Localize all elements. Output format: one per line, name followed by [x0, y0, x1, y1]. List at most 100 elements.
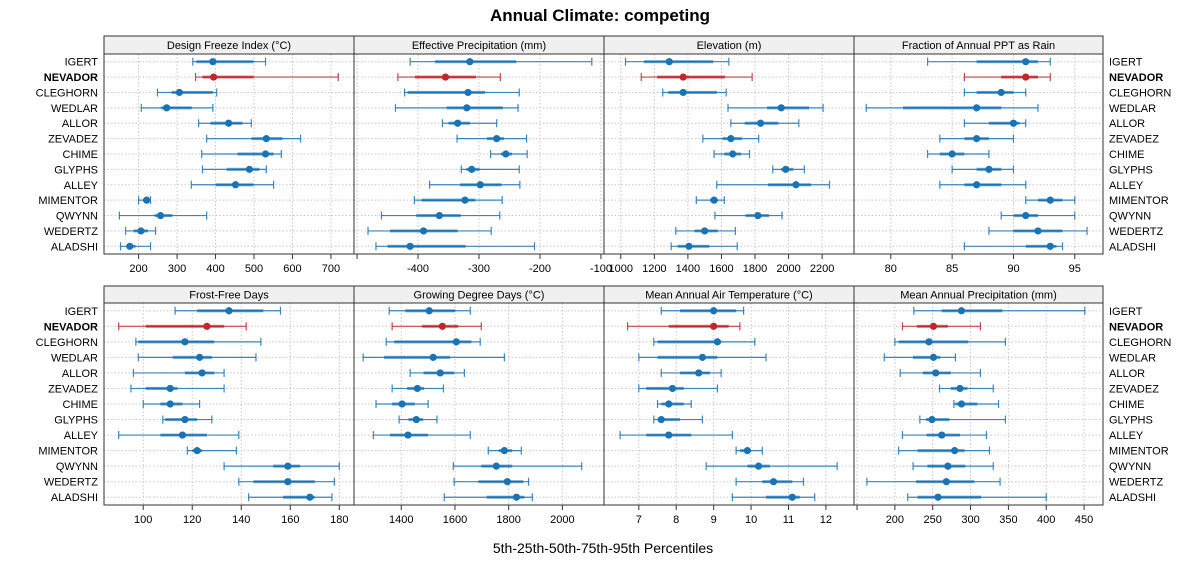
- median-point: [985, 165, 993, 173]
- site-marks-nevador: [626, 322, 741, 331]
- panel-frost-free-days: Frost-Free Days 100 120 140 160 180: [103, 285, 355, 526]
- site-marks-aladshi: [731, 493, 816, 502]
- median-point: [413, 384, 421, 393]
- site-marks-aladshi: [248, 493, 333, 502]
- median-point: [756, 119, 765, 127]
- site-marks-cleghorn: [894, 337, 1006, 346]
- site-marks-wedlar: [883, 353, 957, 362]
- median-point: [951, 447, 959, 455]
- site-marks-igert: [174, 306, 282, 315]
- median-point: [695, 369, 703, 377]
- site-label-left: GLYPHS: [54, 164, 98, 176]
- median-point: [262, 135, 270, 143]
- panel-growing-degree-days-c: Growing Degree Days (°C) 1400 1600 1800 2000: [353, 285, 605, 526]
- site-marks-glyphs: [201, 165, 267, 174]
- site-marks-mimentor: [138, 196, 152, 205]
- x-tick-label: 160: [281, 514, 299, 526]
- median-point: [419, 227, 428, 235]
- median-point: [701, 227, 709, 235]
- median-point: [925, 338, 933, 346]
- site-marks-igert: [388, 306, 471, 315]
- median-point: [137, 227, 145, 235]
- median-point: [710, 307, 718, 315]
- median-point: [665, 400, 673, 408]
- site-marks-cleghorn: [963, 88, 1027, 97]
- site-marks-allor: [441, 119, 498, 128]
- site-label-right: ALLEY: [1109, 180, 1144, 192]
- site-marks-chime: [656, 400, 692, 408]
- site-label-right: QWYNN: [1109, 461, 1151, 473]
- x-tick-label: 2200: [810, 263, 834, 275]
- site-marks-wedlar: [727, 103, 824, 112]
- median-point: [463, 104, 471, 112]
- site-marks-zevadez: [206, 134, 302, 143]
- site-label-right: ALLEY: [1109, 430, 1144, 442]
- median-point: [503, 478, 511, 486]
- median-point: [948, 150, 956, 158]
- site-marks-aladshi: [963, 242, 1064, 251]
- site-label-left: ALADSHI: [51, 241, 98, 253]
- site-marks-wedertz: [238, 477, 335, 486]
- site-label-left: MIMENTOR: [38, 446, 98, 458]
- site-label-right: WEDERTZ: [1109, 226, 1163, 238]
- site-marks-glyphs: [772, 165, 805, 174]
- x-tick-label: 10: [745, 514, 757, 526]
- site-label-right: GLYPHS: [1109, 415, 1153, 427]
- site-marks-igert: [409, 57, 593, 66]
- site-marks-alley: [716, 180, 831, 189]
- x-tick-label: 250: [924, 514, 942, 526]
- median-point: [225, 307, 233, 315]
- plot-area: [104, 303, 354, 505]
- x-tick-label: 1400: [389, 514, 413, 526]
- site-marks-wedertz: [453, 477, 530, 486]
- site-marks-wedlar: [394, 103, 519, 112]
- site-label-left: IGERT: [65, 306, 99, 318]
- median-point: [942, 478, 950, 486]
- site-marks-qwynn: [1000, 211, 1076, 220]
- median-point: [665, 431, 673, 439]
- site-marks-cleghorn: [385, 337, 481, 346]
- site-marks-glyphs: [919, 415, 1006, 424]
- chart-title: Annual Climate: competing: [490, 6, 710, 25]
- median-point: [500, 447, 508, 455]
- median-point: [679, 73, 687, 81]
- median-point: [957, 307, 966, 315]
- x-tick-label: 120: [183, 514, 201, 526]
- panel-frame: [853, 53, 1104, 255]
- panel-title: Frost-Free Days: [189, 290, 269, 302]
- x-tick-label: 400: [1037, 514, 1055, 526]
- median-point: [685, 242, 693, 250]
- site-label-left: ZEVADEZ: [48, 383, 98, 395]
- median-point: [193, 447, 201, 455]
- site-marks-wedlar: [638, 353, 767, 362]
- x-tick-label: 8: [673, 514, 679, 526]
- median-point: [957, 400, 966, 408]
- site-label-left: ZEVADEZ: [48, 134, 98, 146]
- site-marks-wedertz: [988, 226, 1088, 235]
- median-point: [729, 150, 737, 158]
- x-tick-label: 400: [206, 263, 224, 275]
- median-point: [181, 415, 189, 424]
- median-point: [710, 196, 718, 204]
- site-label-left: CHIME: [63, 149, 98, 161]
- site-marks-mimentor: [735, 446, 763, 455]
- median-point: [679, 88, 687, 97]
- x-tick-label: 300: [168, 263, 186, 275]
- median-point: [973, 181, 981, 189]
- site-label-left: ALLEY: [64, 430, 99, 442]
- site-label-right: NEVADOR: [1109, 321, 1163, 333]
- site-marks-chime: [713, 150, 751, 158]
- site-label-left: IGERT: [65, 57, 99, 69]
- site-marks-wedertz: [124, 226, 157, 235]
- site-label-left: CHIME: [63, 399, 98, 411]
- median-point: [284, 478, 292, 486]
- x-axis-label: 5th-25th-50th-75th-95th Percentiles: [493, 540, 713, 556]
- median-point: [1046, 242, 1054, 250]
- site-marks-allor: [730, 119, 800, 128]
- median-point: [225, 119, 233, 127]
- median-point: [1046, 196, 1054, 204]
- x-tick-label: 85: [946, 263, 958, 275]
- site-marks-alley: [190, 180, 275, 189]
- site-label-right: ZEVADEZ: [1109, 134, 1159, 146]
- site-label-right: GLYPHS: [1109, 164, 1153, 176]
